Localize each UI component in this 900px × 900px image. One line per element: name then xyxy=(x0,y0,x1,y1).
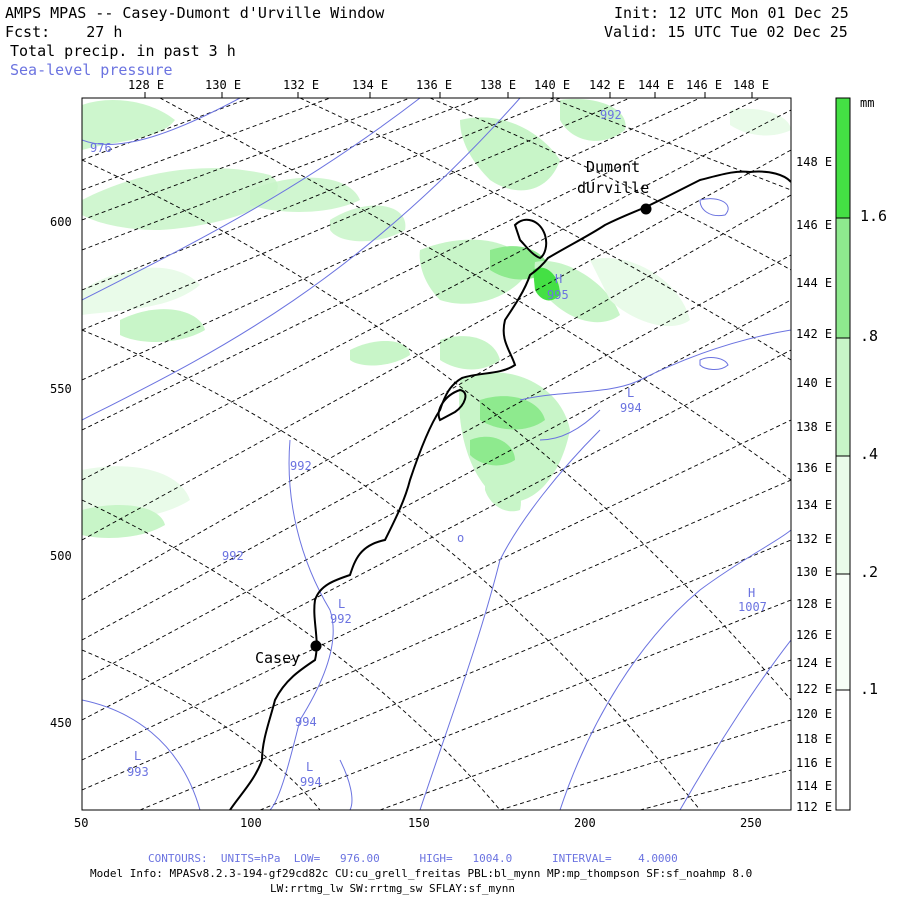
right-lon-label: 118 E xyxy=(796,732,833,746)
low-pressure-mark: L xyxy=(306,760,314,774)
field-name: Total precip. in past 3 h xyxy=(10,42,236,60)
contour-label: 994 xyxy=(620,401,642,415)
colorbar-level: .4 xyxy=(860,445,879,463)
contour-label: 993 xyxy=(127,765,149,779)
latlon-grid xyxy=(82,98,791,810)
y-tick-label: 450 xyxy=(50,716,72,730)
colorbar-level: 1.6 xyxy=(860,207,888,225)
colorbar xyxy=(835,97,851,811)
colorbar-level: .8 xyxy=(860,327,879,345)
top-lon-label: 140 E xyxy=(534,78,571,92)
top-lon-label: 134 E xyxy=(352,78,389,92)
right-lon-label: 140 E xyxy=(796,376,833,390)
right-lon-label: 138 E xyxy=(796,420,833,434)
station-label-durville: dUrville xyxy=(577,179,650,197)
map-frame xyxy=(81,97,792,811)
right-lon-label: 116 E xyxy=(796,756,833,770)
y-tick-label: 550 xyxy=(50,382,72,396)
pressure-contours xyxy=(82,98,791,810)
top-lon-label: 142 E xyxy=(589,78,626,92)
dumont-durville-station-marker xyxy=(640,203,652,215)
coastline xyxy=(229,170,791,810)
colorbar-unit: mm xyxy=(860,96,875,110)
right-lon-label: 144 E xyxy=(796,276,833,290)
top-ticks xyxy=(144,92,753,98)
x-tick-label: 200 xyxy=(574,816,596,830)
x-tick-label: 50 xyxy=(74,816,89,830)
x-tick-label: 150 xyxy=(408,816,430,830)
right-lon-label: 126 E xyxy=(796,628,833,642)
contour-label: 994 xyxy=(300,775,322,789)
valid-time: Valid: 15 UTC Tue 02 Dec 25 xyxy=(604,23,848,41)
right-lon-label: 122 E xyxy=(796,682,833,696)
right-lon-label: 132 E xyxy=(796,532,833,546)
precip-shading xyxy=(82,99,791,538)
top-lon-label: 136 E xyxy=(416,78,453,92)
low-pressure-mark: L xyxy=(338,597,346,611)
low-pressure-mark: L xyxy=(134,749,142,763)
map-title: AMPS MPAS -- Casey-Dumont d'Urville Wind… xyxy=(5,4,385,22)
contour-label: 992 xyxy=(600,108,622,122)
y-tick-label: 600 xyxy=(50,215,72,229)
contour-label: 1007 xyxy=(738,600,767,614)
colorbar-level: .2 xyxy=(860,563,879,581)
right-lon-label: 130 E xyxy=(796,565,833,579)
top-lon-label: 148 E xyxy=(733,78,770,92)
overlay-name: Sea-level pressure xyxy=(10,61,173,79)
contour-label: 994 xyxy=(295,715,317,729)
top-lon-label: 144 E xyxy=(638,78,675,92)
model-info: Model Info: MPASv8.2.3-194-gf29cd82c CU:… xyxy=(90,867,753,880)
y-tick-label: 500 xyxy=(50,549,72,563)
station-label-dumont: Dumont xyxy=(586,158,641,176)
right-lon-label: 136 E xyxy=(796,461,833,475)
top-lon-label: 146 E xyxy=(686,78,723,92)
top-lon-label: 130 E xyxy=(205,78,242,92)
top-lon-label: 138 E xyxy=(480,78,517,92)
casey-station-marker xyxy=(310,640,322,652)
right-lon-label: 124 E xyxy=(796,656,833,670)
contour-info: CONTOURS: UNITS=hPa LOW= 976.00 HIGH= 10… xyxy=(148,852,678,865)
right-lon-label: 128 E xyxy=(796,597,833,611)
init-time: Init: 12 UTC Mon 01 Dec 25 xyxy=(614,4,849,22)
high-pressure-mark: H xyxy=(748,586,756,600)
right-lon-label: 112 E xyxy=(796,800,833,814)
contour-label: o xyxy=(457,531,465,545)
right-lon-label: 146 E xyxy=(796,218,833,232)
right-lon-label: 148 E xyxy=(796,155,833,169)
physics-info: LW:rrtmg_lw SW:rrtmg_sw SFLAY:sf_mynn xyxy=(270,882,516,895)
contour-label: 992 xyxy=(222,549,244,563)
station-label-casey: Casey xyxy=(255,649,301,667)
right-lon-label: 114 E xyxy=(796,779,833,793)
contour-label: 992 xyxy=(290,459,312,473)
top-lon-label: 128 E xyxy=(128,78,165,92)
right-lon-label: 134 E xyxy=(796,498,833,512)
low-pressure-mark: L xyxy=(627,386,635,400)
colorbar-level: .1 xyxy=(860,680,879,698)
x-tick-label: 100 xyxy=(240,816,262,830)
right-lon-label: 120 E xyxy=(796,707,833,721)
high-pressure-mark: H xyxy=(555,272,563,286)
contour-label: 976 xyxy=(90,141,112,155)
forecast-hour: Fcst: 27 h xyxy=(5,23,123,41)
top-lon-label: 132 E xyxy=(283,78,320,92)
right-lon-label: 142 E xyxy=(796,327,833,341)
x-tick-label: 250 xyxy=(740,816,762,830)
contour-label: 992 xyxy=(330,612,352,626)
contour-label: 995 xyxy=(547,288,569,302)
